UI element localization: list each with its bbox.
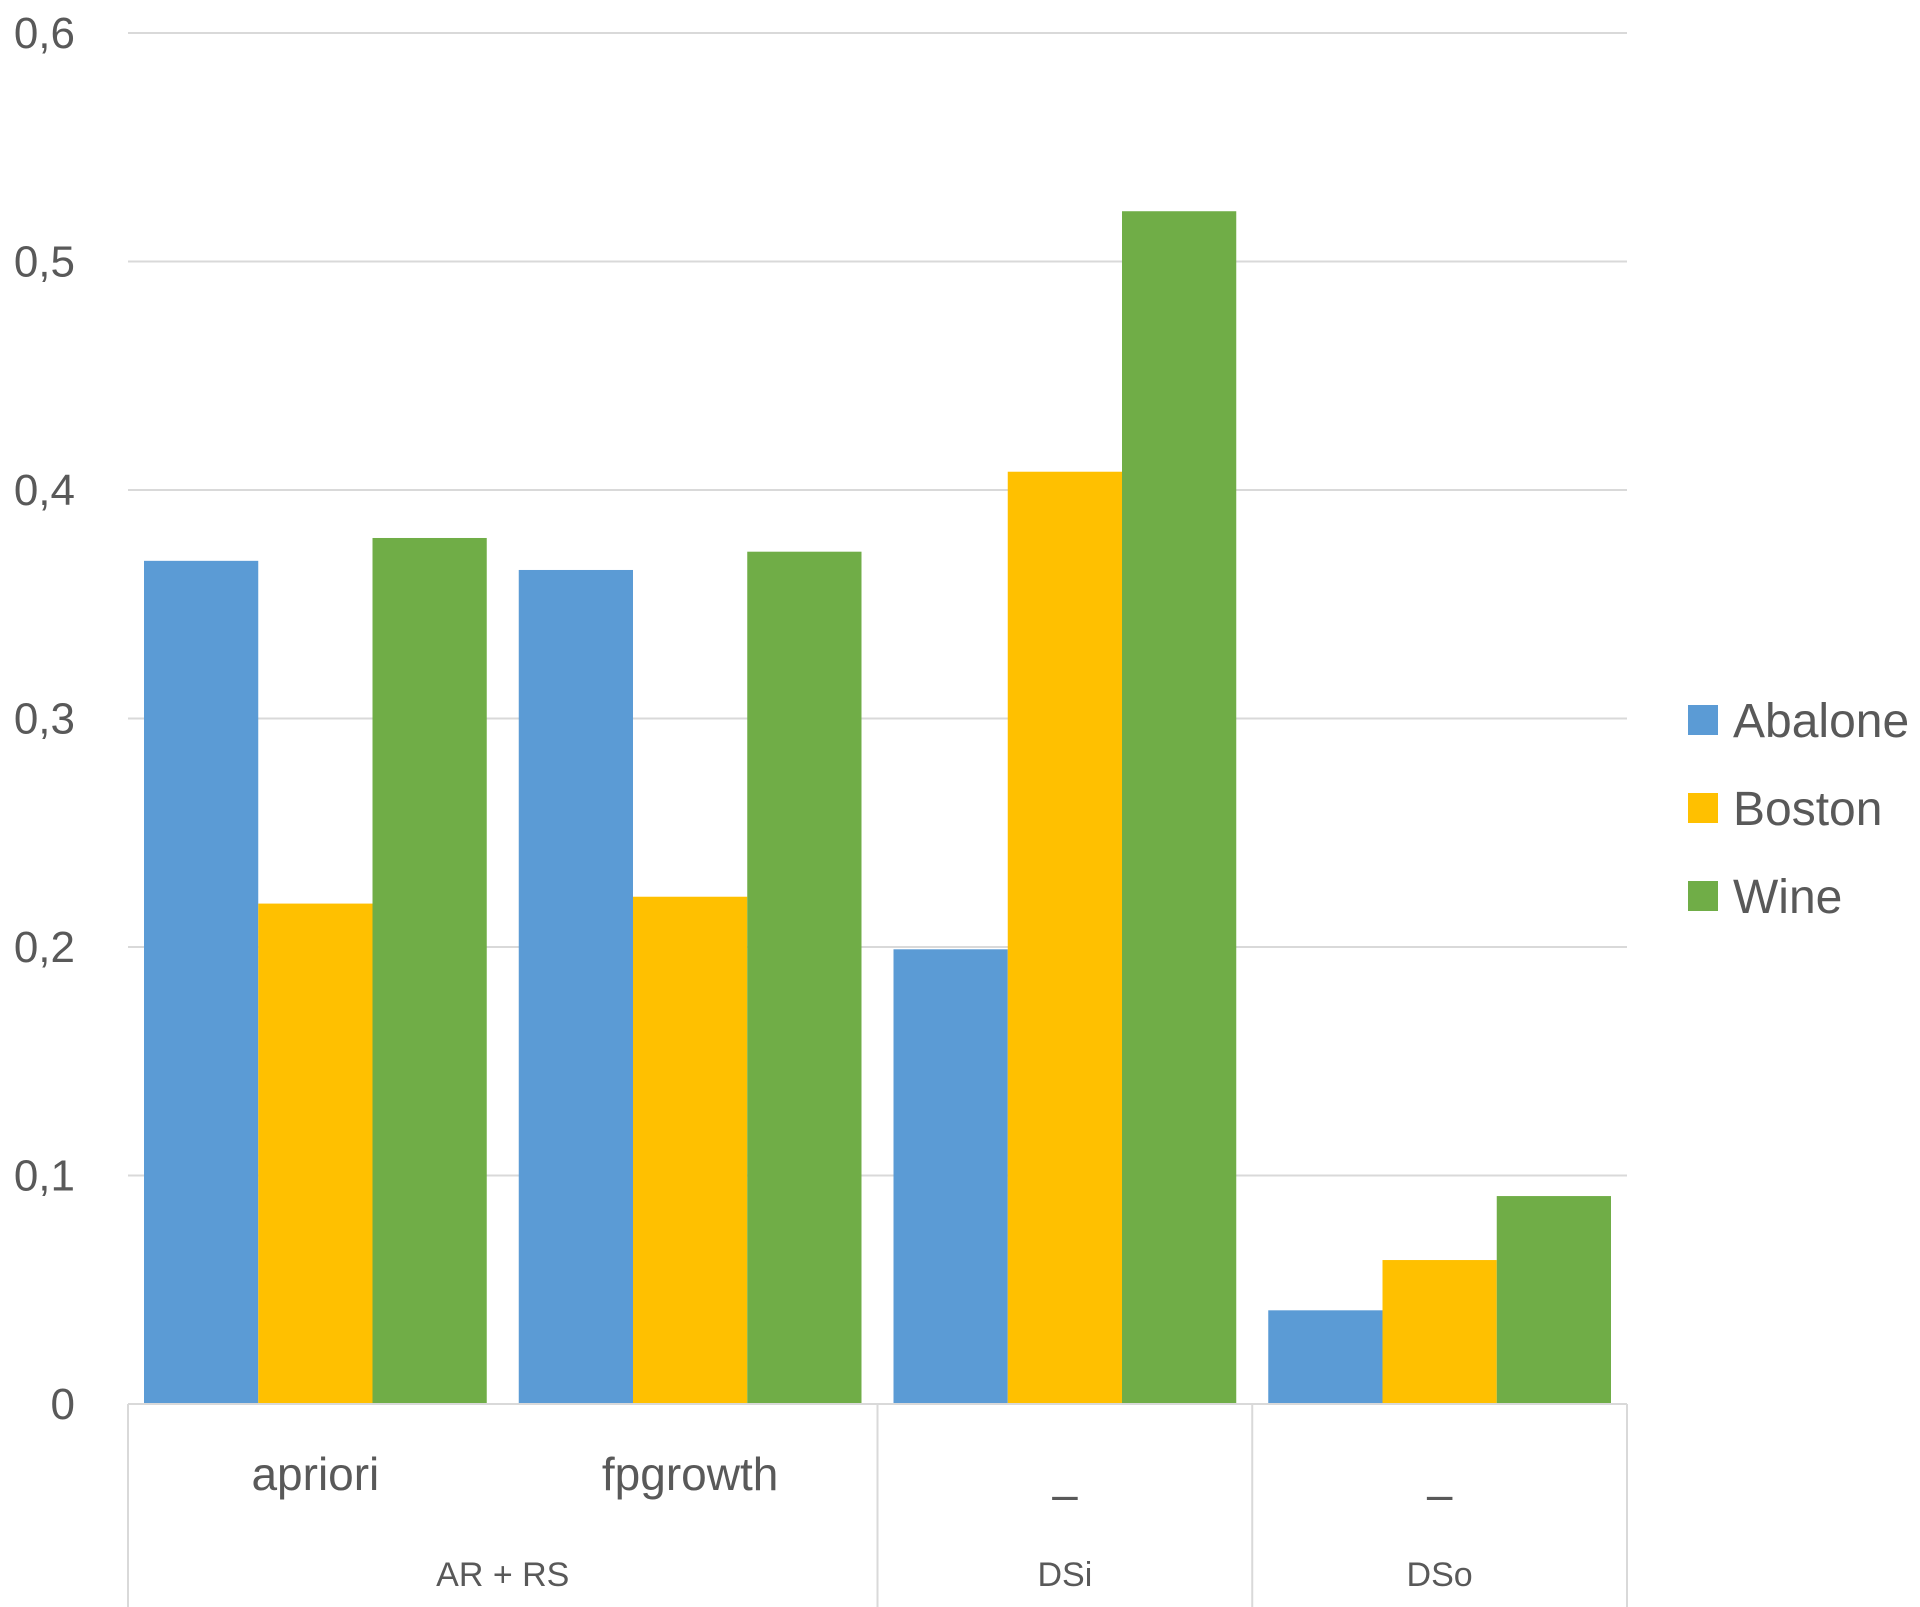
bar-boston-4 xyxy=(1382,1260,1497,1404)
y-tick-label: 0,2 xyxy=(14,923,75,972)
x-category-label: – xyxy=(1052,1468,1078,1520)
x-axis-labels: apriori fpgrowth – – AR + RS DSi DSo xyxy=(251,1448,1472,1594)
y-tick-label: 0,3 xyxy=(14,695,75,744)
x-category-label: fpgrowth xyxy=(602,1448,778,1500)
x-category-label: – xyxy=(1427,1468,1453,1520)
legend: Abalone Boston Wine xyxy=(1688,695,1909,924)
x-group-label: DSo xyxy=(1407,1556,1473,1594)
y-tick-label: 0,6 xyxy=(14,9,75,58)
y-tick-label: 0,1 xyxy=(14,1152,75,1201)
bar-wine-4 xyxy=(1496,1196,1611,1404)
legend-label-boston: Boston xyxy=(1733,783,1882,836)
y-axis-ticks: 0 0,1 0,2 0,3 0,4 0,5 0,6 xyxy=(14,9,75,1429)
legend-label-abalone: Abalone xyxy=(1733,695,1909,748)
bar-wine-1 xyxy=(372,537,487,1404)
bar-boston-1 xyxy=(258,903,373,1404)
x-category-label: apriori xyxy=(251,1448,379,1500)
y-tick-label: 0,5 xyxy=(14,238,75,287)
bar-abalone-3 xyxy=(893,949,1008,1404)
bar-abalone-4 xyxy=(1268,1310,1383,1404)
bar-boston-2 xyxy=(633,896,748,1404)
y-tick-label: 0,4 xyxy=(14,466,75,515)
x-group-label: AR + RS xyxy=(436,1556,569,1594)
y-tick-label: 0 xyxy=(51,1380,75,1429)
bar-abalone-2 xyxy=(518,569,633,1404)
bar-wine-3 xyxy=(1122,211,1237,1405)
legend-swatch-wine xyxy=(1688,881,1718,911)
bar-abalone-1 xyxy=(144,560,259,1404)
legend-swatch-abalone xyxy=(1688,705,1718,735)
x-axis xyxy=(127,1403,1628,1607)
bars xyxy=(144,211,1611,1405)
legend-swatch-boston xyxy=(1688,793,1718,823)
legend-label-wine: Wine xyxy=(1733,871,1842,924)
bar-boston-3 xyxy=(1007,471,1122,1405)
bar-wine-2 xyxy=(747,551,862,1404)
x-group-label: DSi xyxy=(1037,1556,1092,1594)
